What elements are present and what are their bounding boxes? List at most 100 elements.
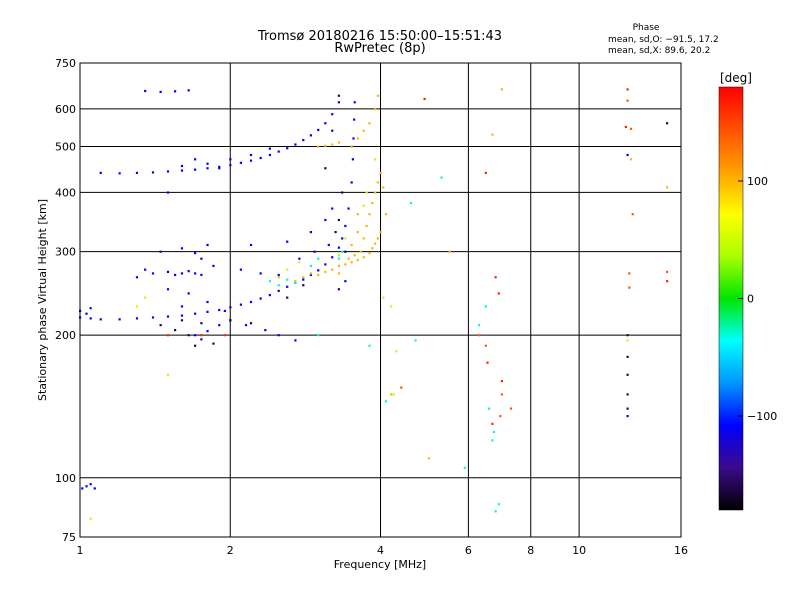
data-point	[395, 350, 398, 353]
data-point	[194, 168, 197, 171]
data-point	[264, 329, 267, 332]
data-point	[500, 380, 504, 383]
data-point	[144, 89, 147, 93]
data-point	[331, 113, 334, 116]
data-point	[337, 246, 341, 249]
data-point	[331, 129, 334, 132]
data-point	[382, 296, 385, 299]
data-point	[317, 334, 320, 337]
y-tick-label: 200	[55, 329, 76, 342]
data-point	[302, 276, 305, 279]
data-point	[286, 278, 289, 281]
data-point	[351, 158, 354, 161]
data-point	[302, 138, 305, 142]
data-point	[356, 213, 359, 216]
data-point	[362, 129, 365, 132]
data-point	[212, 264, 215, 268]
data-point	[353, 118, 356, 121]
data-point	[344, 224, 347, 228]
data-point	[166, 288, 170, 291]
data-point	[626, 339, 629, 342]
data-point	[374, 158, 377, 161]
data-point	[628, 272, 631, 275]
data-point	[440, 176, 443, 179]
data-point	[317, 269, 320, 272]
data-point	[249, 322, 253, 325]
data-point	[200, 257, 203, 260]
data-point	[173, 329, 177, 332]
data-point	[379, 171, 382, 174]
data-point	[509, 407, 513, 410]
data-point	[337, 264, 341, 268]
data-point	[353, 254, 356, 257]
data-point	[200, 338, 203, 341]
data-point	[463, 466, 466, 469]
data-point	[324, 144, 327, 147]
data-point	[135, 305, 139, 308]
data-point	[277, 150, 280, 153]
data-point	[626, 373, 629, 376]
data-point	[324, 263, 327, 266]
data-point	[384, 400, 388, 403]
data-point	[309, 273, 312, 277]
data-point	[239, 303, 243, 306]
x-tick-label: 16	[674, 544, 688, 557]
data-point	[187, 334, 190, 337]
data-point	[286, 268, 289, 271]
data-point	[180, 305, 184, 308]
y-axis-label: Stationary phase Virtual Height [km]	[36, 199, 49, 401]
data-point	[352, 137, 355, 140]
data-point	[362, 256, 365, 259]
data-point	[180, 169, 184, 172]
data-point	[206, 310, 209, 313]
data-point	[159, 324, 162, 327]
data-point	[414, 339, 417, 342]
data-point	[491, 422, 494, 425]
data-point	[187, 292, 190, 295]
data-point	[212, 342, 215, 345]
data-point	[294, 143, 297, 146]
data-point	[365, 191, 368, 194]
data-point	[309, 264, 312, 268]
data-point	[324, 270, 327, 273]
data-point	[484, 171, 487, 174]
data-point	[173, 90, 177, 93]
data-point	[223, 309, 226, 313]
data-point	[666, 270, 669, 273]
data-point	[374, 191, 377, 194]
data-point	[371, 247, 374, 250]
y-tick-label: 600	[55, 103, 76, 116]
data-point	[294, 339, 297, 342]
data-point	[448, 250, 451, 253]
data-point	[331, 207, 334, 210]
data-point	[334, 231, 337, 234]
data-point	[491, 133, 494, 136]
data-point	[384, 213, 388, 216]
data-point	[166, 315, 170, 318]
x-tick-label: 6	[465, 544, 472, 557]
data-point	[626, 393, 629, 396]
data-point	[491, 439, 494, 442]
data-point	[356, 259, 359, 262]
data-point	[494, 276, 497, 279]
data-point	[365, 224, 368, 228]
data-point	[427, 457, 431, 460]
data-point	[629, 127, 633, 130]
data-point	[666, 186, 669, 189]
data-point	[628, 286, 631, 289]
data-point	[180, 164, 184, 168]
data-point	[382, 186, 385, 189]
data-point	[302, 278, 305, 281]
data-point	[324, 122, 327, 125]
y-tick-label: 500	[55, 140, 76, 153]
x-tick-label: 1	[77, 544, 84, 557]
data-point	[218, 165, 221, 168]
data-point	[81, 487, 84, 490]
data-point	[477, 334, 481, 337]
data-point	[337, 101, 341, 104]
data-point	[277, 334, 280, 337]
data-point	[206, 243, 209, 247]
y-tick-label: 300	[55, 246, 76, 259]
data-point	[376, 181, 379, 184]
